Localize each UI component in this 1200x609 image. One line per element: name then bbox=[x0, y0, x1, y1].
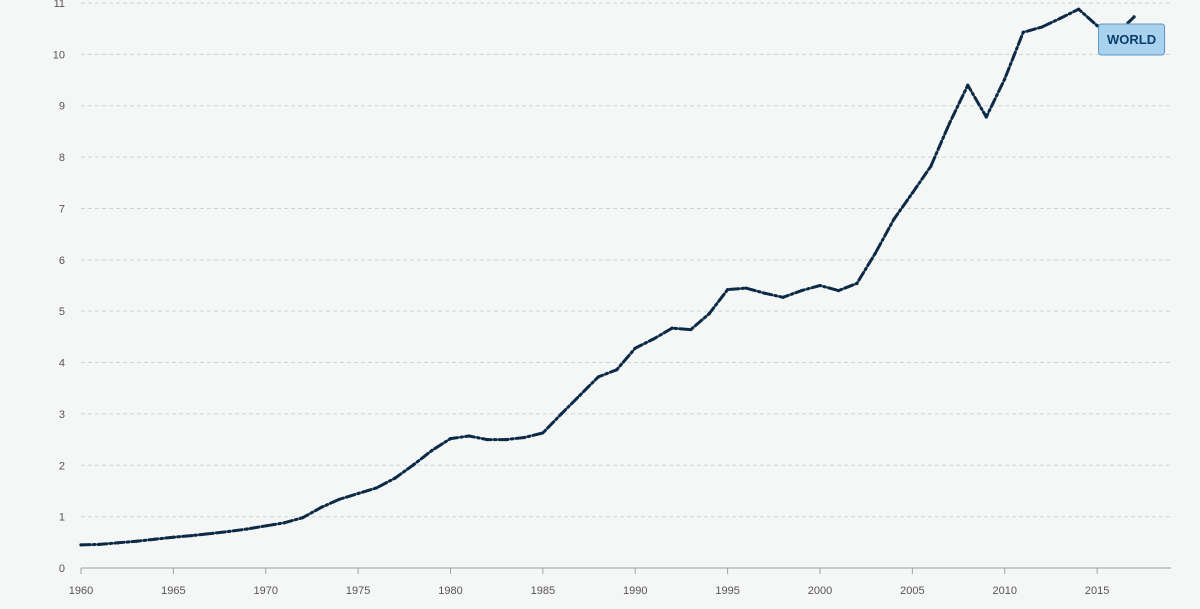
data-point[interactable] bbox=[689, 328, 693, 332]
x-tick-label: 1990 bbox=[623, 585, 647, 597]
data-point[interactable] bbox=[707, 312, 711, 316]
series-label-layer: WORLD bbox=[1098, 23, 1166, 56]
data-point[interactable] bbox=[504, 437, 508, 442]
data-point[interactable] bbox=[1021, 30, 1025, 34]
data-point[interactable] bbox=[1058, 16, 1062, 21]
y-tick-label: 0 bbox=[59, 563, 65, 575]
data-point[interactable] bbox=[652, 337, 656, 341]
x-tick-label: 1995 bbox=[715, 585, 739, 597]
data-point[interactable] bbox=[356, 491, 360, 496]
data-point[interactable] bbox=[559, 412, 563, 416]
data-point[interactable] bbox=[578, 393, 582, 398]
y-tick-label: 2 bbox=[59, 460, 65, 472]
data-point[interactable] bbox=[282, 521, 286, 525]
data-point[interactable] bbox=[153, 537, 157, 541]
x-tick-label: 2000 bbox=[808, 585, 832, 597]
data-point[interactable] bbox=[208, 531, 212, 536]
x-tick-label: 1980 bbox=[438, 585, 462, 597]
data-point[interactable] bbox=[190, 534, 194, 538]
x-tick-label: 1965 bbox=[161, 585, 185, 597]
y-tick-label: 10 bbox=[53, 49, 65, 61]
data-point[interactable] bbox=[781, 295, 785, 299]
axis-layer bbox=[80, 567, 1171, 574]
y-tick-label: 7 bbox=[59, 203, 65, 215]
data-point[interactable] bbox=[910, 191, 914, 195]
series-line-world[interactable] bbox=[79, 7, 1136, 547]
data-point[interactable] bbox=[319, 505, 323, 509]
data-point[interactable] bbox=[338, 497, 342, 501]
data-point[interactable] bbox=[892, 217, 896, 221]
data-point[interactable] bbox=[522, 435, 526, 440]
data-point[interactable] bbox=[1077, 7, 1081, 11]
data-point[interactable] bbox=[966, 83, 970, 87]
series-label-text: WORLD bbox=[1107, 32, 1156, 47]
data-point[interactable] bbox=[799, 289, 804, 293]
data-point[interactable] bbox=[929, 164, 933, 168]
data-point[interactable] bbox=[873, 251, 878, 255]
data-point[interactable] bbox=[596, 375, 600, 379]
y-tick-label: 3 bbox=[59, 409, 65, 421]
data-point[interactable] bbox=[1003, 77, 1007, 81]
data-point[interactable] bbox=[301, 516, 305, 520]
data-point[interactable] bbox=[836, 289, 841, 293]
data-point[interactable] bbox=[762, 291, 767, 295]
y-tick-label: 11 bbox=[54, 0, 65, 10]
data-point[interactable] bbox=[984, 115, 988, 119]
series-layer bbox=[79, 7, 1136, 547]
data-point[interactable] bbox=[116, 541, 120, 545]
data-point[interactable] bbox=[79, 543, 83, 547]
y-tick-label: 9 bbox=[59, 101, 65, 113]
series-label-badge: WORLD bbox=[1098, 23, 1166, 56]
data-point[interactable] bbox=[1040, 25, 1044, 29]
x-tick-labels: 1960 1965 1970 1975 1980 1985 1990 1995 2000 2005… bbox=[69, 585, 1110, 597]
data-point[interactable] bbox=[227, 529, 231, 534]
x-tick-label: 2010 bbox=[992, 585, 1016, 597]
data-point[interactable] bbox=[541, 431, 545, 435]
x-tick-label: 2015 bbox=[1085, 585, 1109, 597]
data-point[interactable] bbox=[726, 288, 730, 292]
y-tick-label: 5 bbox=[59, 306, 65, 318]
data-point[interactable] bbox=[1095, 24, 1099, 28]
data-point[interactable] bbox=[171, 535, 175, 539]
x-tick-label: 1970 bbox=[254, 585, 278, 597]
data-point[interactable] bbox=[1132, 15, 1136, 19]
data-point[interactable] bbox=[744, 286, 748, 290]
y-tick-label: 8 bbox=[59, 152, 65, 164]
data-point[interactable] bbox=[670, 326, 674, 330]
data-point[interactable] bbox=[615, 368, 619, 372]
data-point[interactable] bbox=[633, 346, 637, 350]
grid-layer bbox=[81, 2, 1171, 518]
data-point[interactable] bbox=[467, 434, 471, 438]
data-point[interactable] bbox=[245, 527, 249, 531]
x-tick-label: 1985 bbox=[531, 585, 555, 597]
data-point[interactable] bbox=[947, 122, 951, 126]
data-point[interactable] bbox=[818, 283, 822, 288]
data-point[interactable] bbox=[411, 463, 416, 467]
y-tick-label: 1 bbox=[59, 512, 65, 524]
y-tick-label: 4 bbox=[59, 358, 65, 370]
data-point[interactable] bbox=[264, 524, 268, 528]
y-tick-label: 6 bbox=[59, 255, 65, 267]
series-label-box bbox=[1098, 23, 1166, 56]
data-point[interactable] bbox=[374, 486, 379, 490]
x-tick-label: 1975 bbox=[346, 585, 370, 597]
y-tick-labels: 0 1 2 3 4 5 6 7 8 9 10 11 bbox=[53, 0, 65, 575]
data-point[interactable] bbox=[855, 281, 859, 286]
data-point[interactable] bbox=[430, 448, 434, 452]
data-point[interactable] bbox=[97, 542, 102, 546]
data-point[interactable] bbox=[485, 437, 490, 442]
x-tick-label: 2005 bbox=[900, 585, 924, 597]
x-tick-label: 1960 bbox=[69, 585, 93, 597]
data-point[interactable] bbox=[393, 476, 397, 480]
data-point[interactable] bbox=[448, 436, 453, 441]
data-point[interactable] bbox=[134, 539, 139, 543]
